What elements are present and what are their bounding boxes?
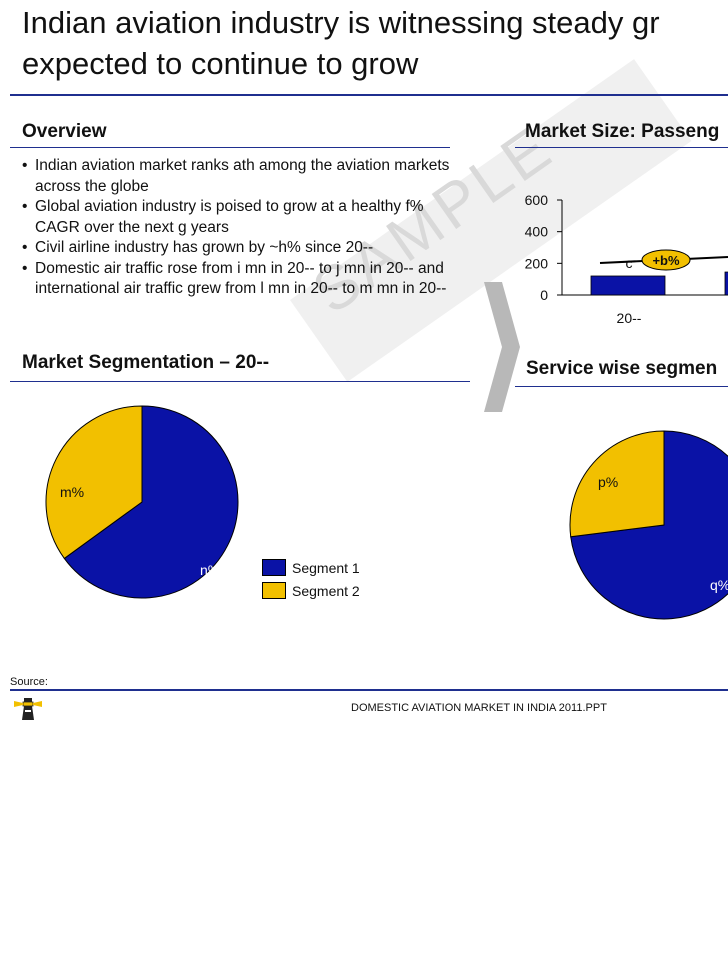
y-tick-label: 400 — [525, 224, 549, 240]
service-segmentation-heading: Service wise segmen — [526, 358, 718, 379]
service-segmentation-pie-slice-label: p% — [598, 474, 618, 490]
market-segmentation-rule — [10, 381, 470, 382]
service-segmentation-pie-slice-label: q% — [710, 577, 728, 593]
source-label: Source: — [10, 676, 48, 688]
service-segmentation-pie-slice — [570, 430, 728, 620]
slide-title-line1: Indian aviation industry is witnessing s… — [22, 5, 660, 40]
market-segmentation-pie-slice-label: m% — [60, 484, 84, 500]
chevron-divider-icon — [484, 282, 520, 412]
market-size-heading: Market Size: Passeng — [525, 121, 720, 142]
service-segmentation-pie-slice — [569, 430, 665, 538]
legend-swatch-segment-2 — [262, 582, 286, 599]
slide-title-line2: expected to continue to grow — [22, 46, 419, 81]
y-tick-label: 200 — [525, 255, 549, 271]
overview-bullet: Global aviation industry is poised to gr… — [22, 197, 452, 238]
overview-bullet: Civil airline industry has grown by ~h% … — [22, 238, 452, 259]
title-rule — [10, 94, 728, 96]
bar-data-label: c — [626, 255, 633, 271]
lighthouse-logo-icon — [14, 698, 42, 720]
market-segmentation-pie-slice — [45, 405, 143, 560]
market-segmentation-heading: Market Segmentation – 20-- — [22, 352, 270, 373]
market-size-rule — [515, 147, 728, 148]
y-tick-label: 0 — [540, 287, 548, 303]
footer-rule — [10, 689, 728, 691]
market-segmentation-pie-slice — [63, 405, 239, 599]
legend-swatch-segment-1 — [262, 559, 286, 576]
overview-bullets: Indian aviation market ranks ath among t… — [22, 156, 452, 300]
growth-badge — [641, 249, 691, 271]
pie-legend: Segment 1 Segment 2 — [262, 559, 360, 599]
legend-item-segment-1: Segment 1 — [262, 559, 360, 576]
overview-bullet: Domestic air traffic rose from i mn in 2… — [22, 259, 452, 300]
footer-text: DOMESTIC AVIATION MARKET IN INDIA 2011.P… — [351, 702, 607, 714]
legend-label: Segment 1 — [292, 559, 360, 576]
overview-rule — [10, 147, 450, 148]
slide-title: Indian aviation industry is witnessing s… — [22, 2, 728, 84]
overview-heading: Overview — [22, 121, 107, 142]
market-segmentation-pie: n% m% — [45, 405, 239, 599]
market-segmentation-pie-slice-label: n% — [200, 562, 220, 578]
service-segmentation-rule — [515, 386, 728, 387]
bar — [724, 271, 728, 296]
market-size-bar-chart: 0 200 400 600 c 20-- +b% — [525, 192, 728, 326]
bar — [590, 275, 666, 296]
x-category-label: 20-- — [617, 310, 642, 326]
growth-annotation: +b% — [652, 253, 680, 268]
legend-label: Segment 2 — [292, 582, 360, 599]
service-segmentation-pie: q% p% — [569, 430, 728, 620]
y-tick-label: 600 — [525, 192, 549, 208]
legend-item-segment-2: Segment 2 — [262, 582, 360, 599]
overview-bullet: Indian aviation market ranks ath among t… — [22, 156, 452, 197]
